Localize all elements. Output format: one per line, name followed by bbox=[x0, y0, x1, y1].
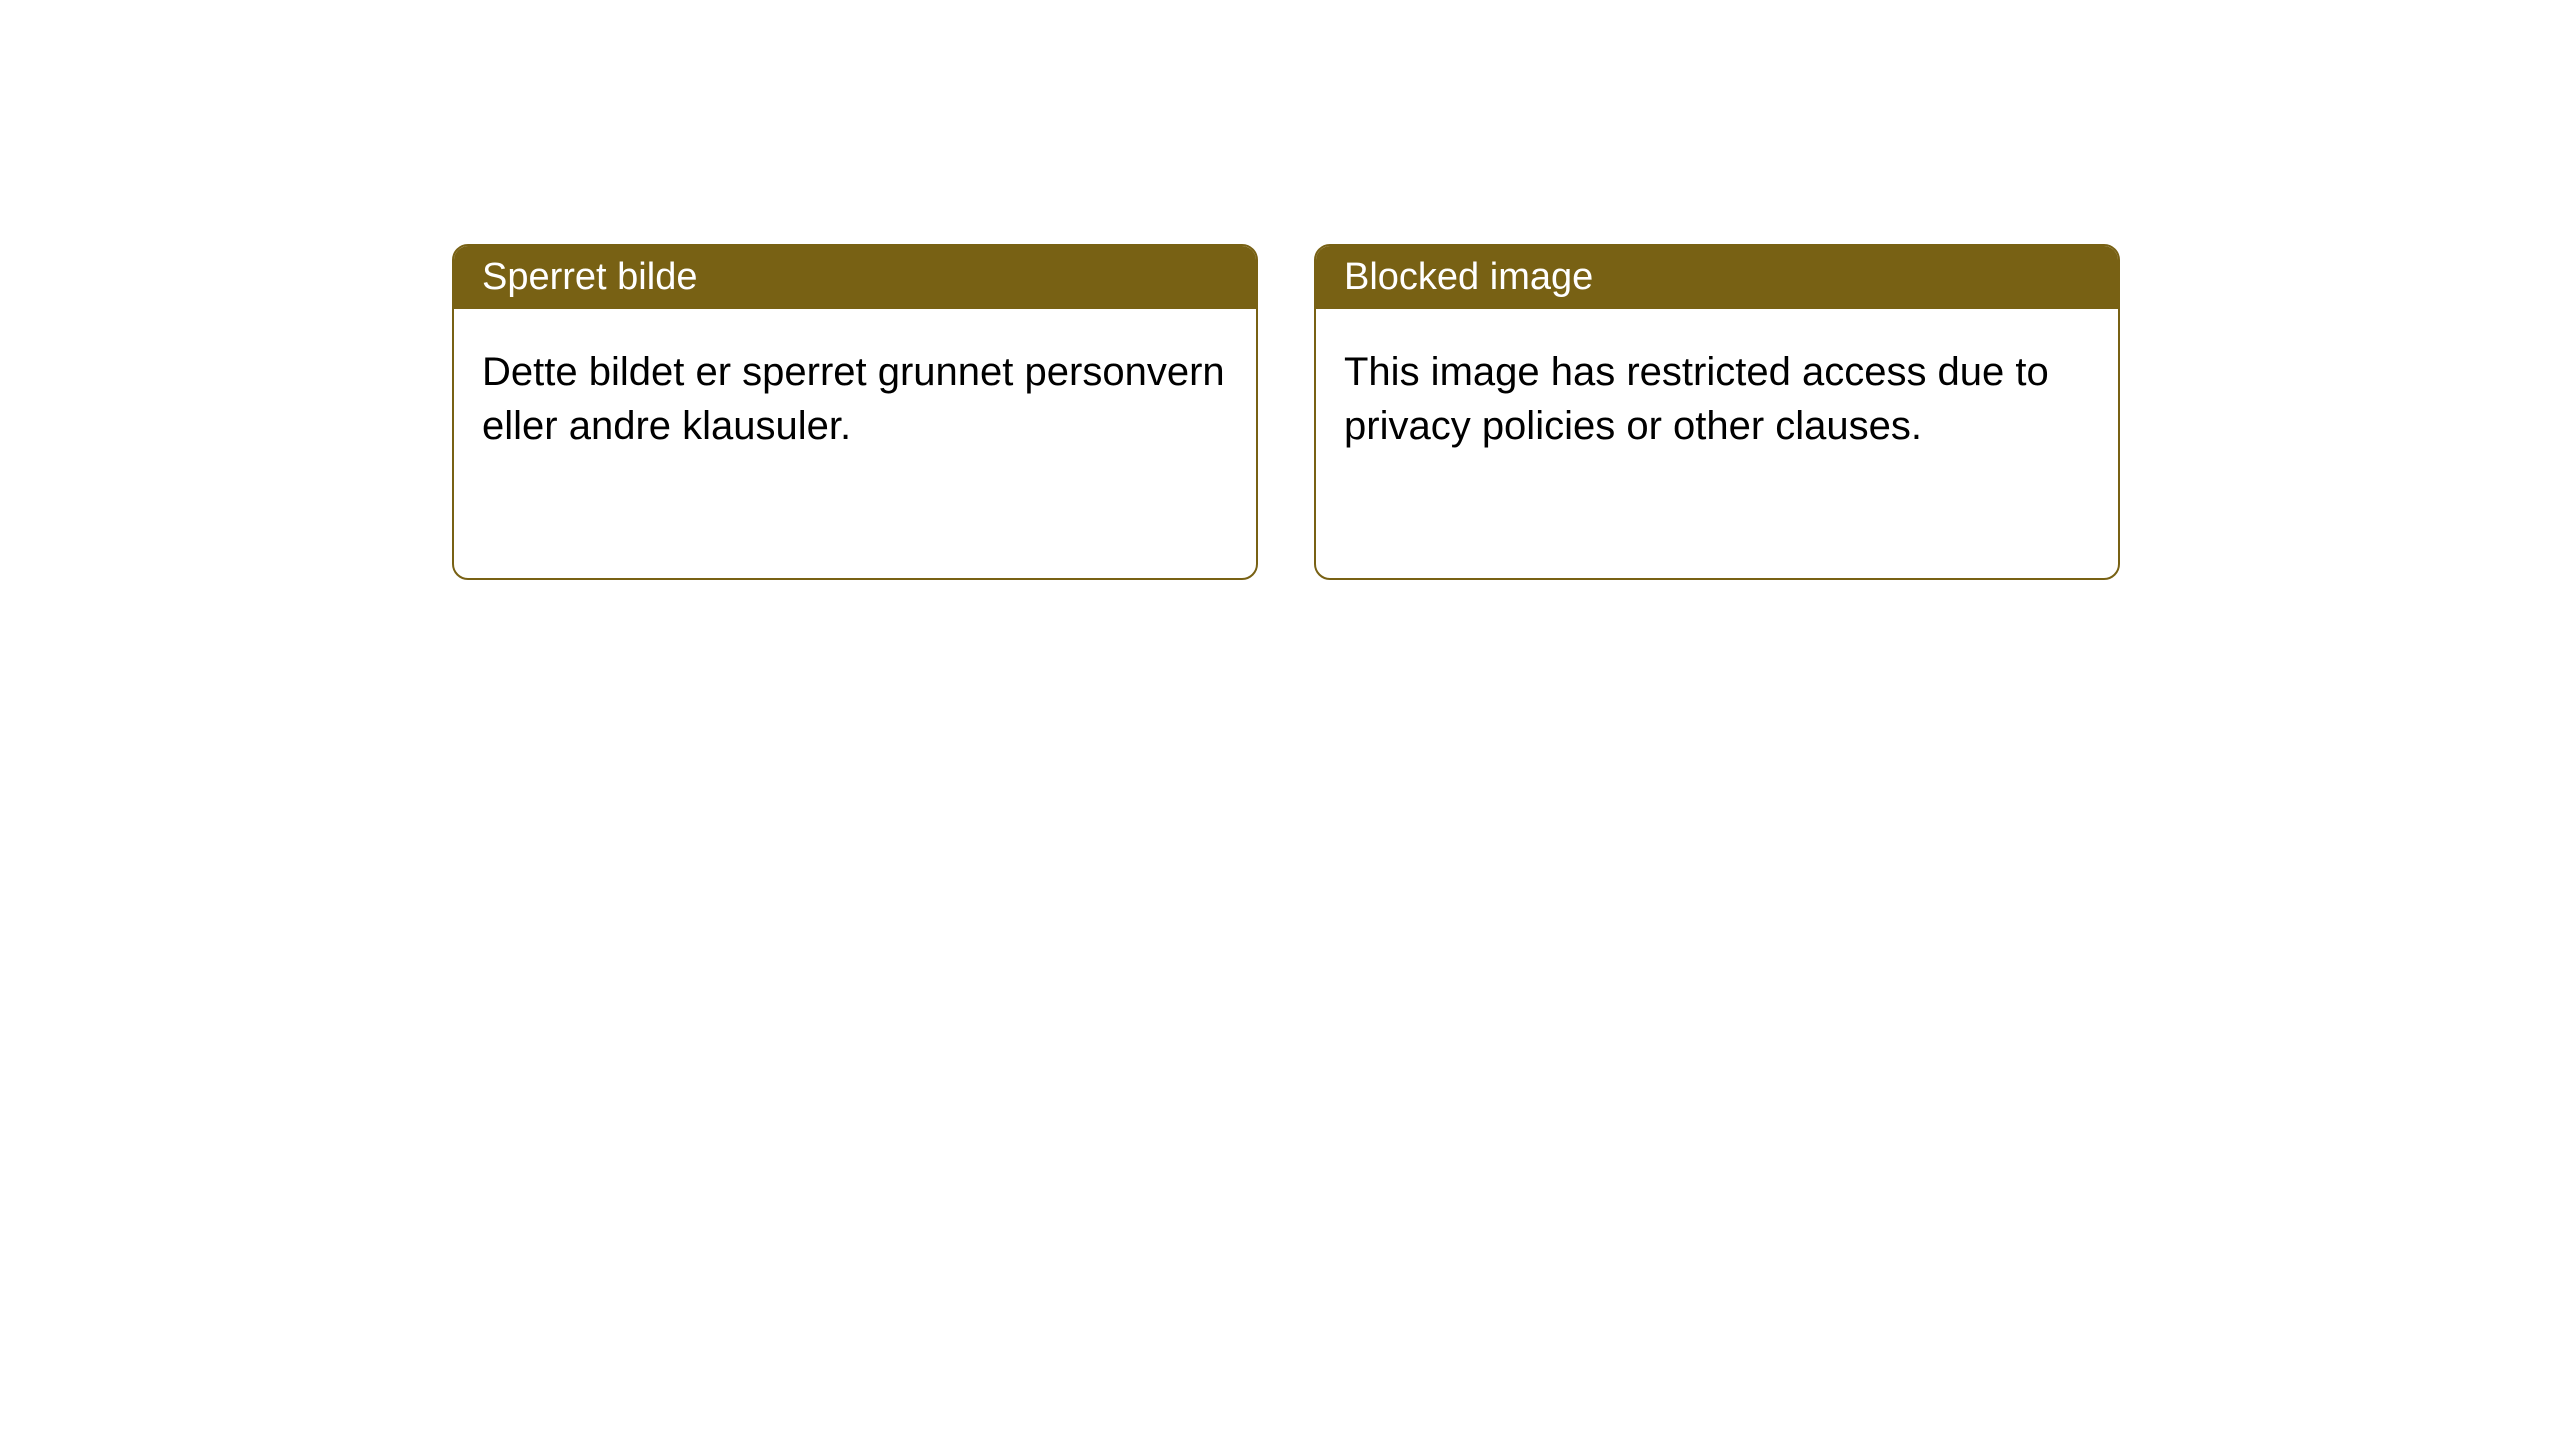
notice-container: Sperret bilde Dette bildet er sperret gr… bbox=[452, 244, 2120, 580]
notice-body-text: This image has restricted access due to … bbox=[1344, 350, 2049, 448]
notice-body: This image has restricted access due to … bbox=[1316, 309, 2118, 489]
notice-header: Sperret bilde bbox=[454, 246, 1256, 309]
notice-box-english: Blocked image This image has restricted … bbox=[1314, 244, 2120, 580]
notice-title: Sperret bilde bbox=[482, 256, 697, 298]
notice-header: Blocked image bbox=[1316, 246, 2118, 309]
notice-title: Blocked image bbox=[1344, 256, 1593, 298]
notice-body-text: Dette bildet er sperret grunnet personve… bbox=[482, 350, 1225, 448]
notice-body: Dette bildet er sperret grunnet personve… bbox=[454, 309, 1256, 489]
notice-box-norwegian: Sperret bilde Dette bildet er sperret gr… bbox=[452, 244, 1258, 580]
